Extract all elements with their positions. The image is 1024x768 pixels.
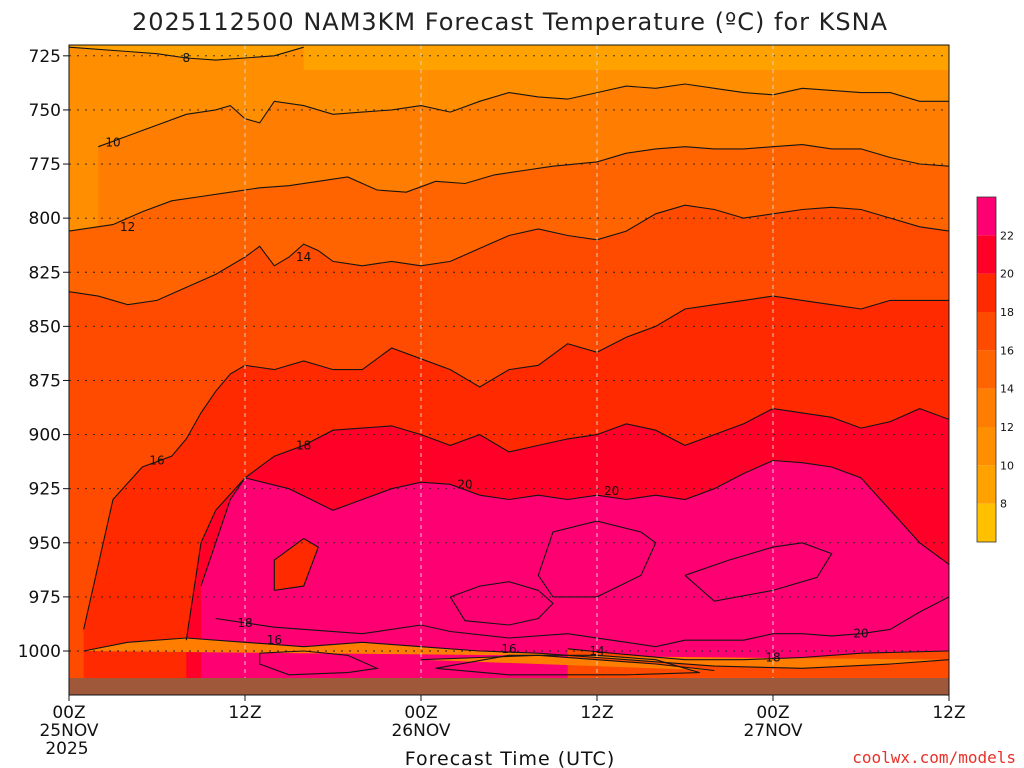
x-tick-date: 27NOV (743, 721, 802, 741)
y-tick-label: 775 (29, 155, 61, 175)
colorbar-swatch (977, 427, 996, 466)
temperature-band (421, 655, 715, 671)
credit-text: coolwx.com/models (852, 748, 1016, 767)
y-tick-label: 875 (29, 371, 61, 391)
contour-line (259, 650, 379, 676)
y-tick-label: 1000 (18, 642, 61, 662)
colorbar-swatch (977, 465, 996, 504)
contour-lines (69, 46, 949, 676)
colorbar-label: 20 (1000, 268, 1014, 281)
y-tick-label: 800 (29, 209, 61, 229)
temperature-band (274, 538, 319, 695)
x-tick-label: 12Z (580, 703, 613, 723)
y-tick-label: 900 (29, 426, 61, 446)
contour-line (420, 654, 715, 672)
contour-label: 18 (765, 650, 780, 664)
x-tick-label: 12Z (932, 703, 965, 723)
contour-line (215, 596, 949, 648)
colorbar-swatch (977, 197, 996, 236)
contour-line (537, 520, 657, 598)
y-tick-label: 725 (29, 47, 61, 67)
colorbar-swatch (977, 350, 996, 389)
colorbar-swatch (977, 235, 996, 274)
colorbar-label: 8 (1000, 498, 1007, 511)
contour-label: 18 (296, 438, 311, 452)
y-tick-label: 950 (29, 534, 61, 554)
contour-label: 18 (237, 616, 252, 630)
x-tick-label: 00Z (404, 703, 437, 723)
contour-line (69, 204, 949, 306)
contour-label: 20 (604, 484, 619, 498)
contour-label: 20 (853, 627, 868, 641)
x-axis-label: Forecast Time (UTC) (405, 748, 615, 768)
contour-label: 8 (183, 51, 191, 65)
x-tick-year: 2025 (45, 739, 88, 759)
y-tick-label: 975 (29, 588, 61, 608)
contour-line (273, 537, 319, 592)
colorbar-label: 14 (1000, 383, 1014, 396)
colorbar-swatch (977, 388, 996, 427)
y-tick-label: 850 (29, 317, 61, 337)
contour-line (98, 83, 949, 148)
x-tick-label: 00Z (756, 703, 789, 723)
colorbar-label: 12 (1000, 421, 1014, 434)
contour-label: 16 (149, 454, 164, 468)
y-tick-label: 750 (29, 101, 61, 121)
colorbar-swatch (977, 503, 996, 542)
contour-labels: 8 10 12 14 16 18 20 20 20 18 18 16 16 14 (105, 51, 868, 665)
x-tick-date: 26NOV (391, 721, 450, 741)
colorbar-swatch (977, 273, 996, 312)
plot-frame (68, 44, 950, 696)
contour-label: 16 (501, 642, 516, 656)
contour-line (185, 408, 949, 641)
contour-line (69, 144, 949, 232)
contour-line (83, 637, 949, 669)
x-tick-label: 12Z (228, 703, 261, 723)
x-tick-date: 25NOV (39, 721, 98, 741)
colorbar-label: 18 (1000, 306, 1014, 319)
colorbar: 8 10 12 14 16 18 20 22 (976, 196, 1014, 543)
contour-line (200, 459, 949, 587)
contour-label: 14 (589, 644, 604, 658)
colorbar-swatch (977, 312, 996, 351)
ground-strip (69, 678, 949, 695)
colorbar-label: 16 (1000, 344, 1014, 357)
contour-label: 20 (457, 477, 472, 491)
contour-line (684, 542, 833, 602)
contour-line (449, 581, 554, 626)
y-tick-label: 825 (29, 263, 61, 283)
contour-label: 12 (120, 220, 135, 234)
contour-label: 16 (267, 633, 282, 647)
y-tick-label: 925 (29, 480, 61, 500)
y-axis: 725 750 775 800 825 850 875 900 925 950 975 1000 (18, 47, 69, 662)
colorbar-label: 10 (1000, 459, 1014, 472)
colorbar-label: 22 (1000, 229, 1014, 242)
contour-label: 14 (296, 250, 311, 264)
contour-line (435, 654, 700, 676)
x-tick-label: 00Z (52, 703, 85, 723)
temperature-band (685, 542, 832, 602)
chart-title: 2025112500 NAM3KM Forecast Temperature (… (132, 8, 888, 36)
temperature-band (450, 581, 553, 625)
contour-line (567, 648, 949, 661)
temperature-band (83, 638, 949, 669)
contour-line (83, 295, 949, 630)
contour-label: 10 (105, 135, 120, 149)
colorbar-frame (976, 196, 997, 543)
temperature-band (215, 596, 949, 647)
